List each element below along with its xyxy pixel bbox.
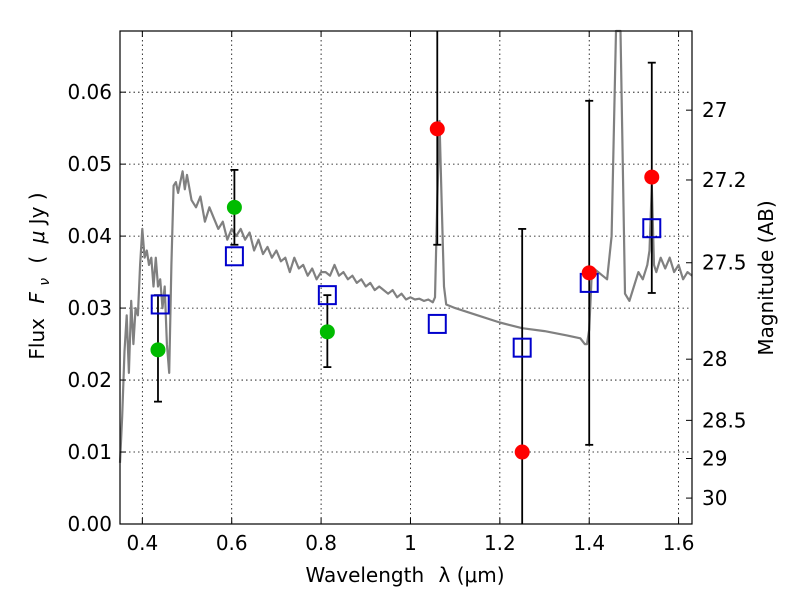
y-axis-label-unit: Jy ) xyxy=(25,192,49,226)
x-axis-label-math: λ (μm) xyxy=(439,563,505,587)
y-tick-label: 0.05 xyxy=(67,152,112,176)
x-ticks: 0.4 0.6 0.8 1 1.2 1.4 1.6 xyxy=(126,31,695,555)
grid-lines xyxy=(120,31,692,525)
observed-points-layer xyxy=(150,121,660,460)
observed-point-red xyxy=(581,265,597,281)
model-photometry-box xyxy=(224,246,244,267)
y-axis-label-text: Flux xyxy=(25,318,49,360)
magnitude-tick-label: 28 xyxy=(702,347,727,371)
sed-model-curve xyxy=(118,29,693,463)
magnitude-tick-label: 28.5 xyxy=(702,408,747,432)
x-tick-label: 0.8 xyxy=(305,531,337,555)
observed-point-red xyxy=(514,444,530,460)
y-axis-label: Flux F ν ( μ Jy ) xyxy=(25,192,54,359)
magnitude-tick-label: 27 xyxy=(702,98,727,122)
observed-point-red xyxy=(429,121,445,137)
plot-frame xyxy=(119,30,693,525)
x-tick-label: 0.6 xyxy=(216,531,248,555)
magnitude-tick-label: 27.2 xyxy=(702,168,747,192)
x-tick-label: 1 xyxy=(404,531,417,555)
magnitude-tick-label: 30 xyxy=(702,486,727,510)
y-axis-label-sub: ν xyxy=(37,278,53,286)
x-tick-label: 1.2 xyxy=(484,531,516,555)
y-axis-label-math: F xyxy=(25,292,49,304)
sed-curve-layer xyxy=(118,29,693,463)
y-axis-label-open: ( xyxy=(25,256,49,264)
y-tick-label: 0.00 xyxy=(67,512,112,536)
model-photometry-box xyxy=(512,337,532,358)
y-axis-label-mu: μ xyxy=(25,231,49,245)
model-photometry-box xyxy=(317,285,337,306)
model-photometry-box xyxy=(427,313,447,334)
x-axis-label: Wavelength λ (μm) xyxy=(305,563,504,587)
observed-point-red xyxy=(644,169,660,185)
x-tick-label: 1.4 xyxy=(573,531,605,555)
observed-point-green xyxy=(150,342,166,358)
y2-axis-label: Magnitude (AB) xyxy=(754,200,778,355)
magnitude-tick-label: 29 xyxy=(702,447,727,471)
y-tick-label: 0.02 xyxy=(67,368,112,392)
y-ticks: 0.00 0.01 0.02 0.03 0.04 0.05 0.06 xyxy=(67,80,126,536)
y-tick-label: 0.01 xyxy=(67,440,112,464)
x-tick-label: 0.4 xyxy=(126,531,158,555)
magnitude-ticks: 27 27.2 27.5 28 28.5 29 30 xyxy=(686,98,747,510)
y-tick-label: 0.03 xyxy=(67,296,112,320)
y-tick-label: 0.04 xyxy=(67,224,112,248)
model-photometry-box xyxy=(642,218,662,239)
model-photometry-box xyxy=(150,294,170,315)
observed-point-green xyxy=(226,199,242,215)
y-tick-label: 0.06 xyxy=(67,80,112,104)
x-axis-label-text: Wavelength xyxy=(305,563,424,587)
magnitude-tick-label: 27.5 xyxy=(702,251,747,275)
x-tick-label: 1.6 xyxy=(663,531,695,555)
observed-point-green xyxy=(319,324,335,340)
